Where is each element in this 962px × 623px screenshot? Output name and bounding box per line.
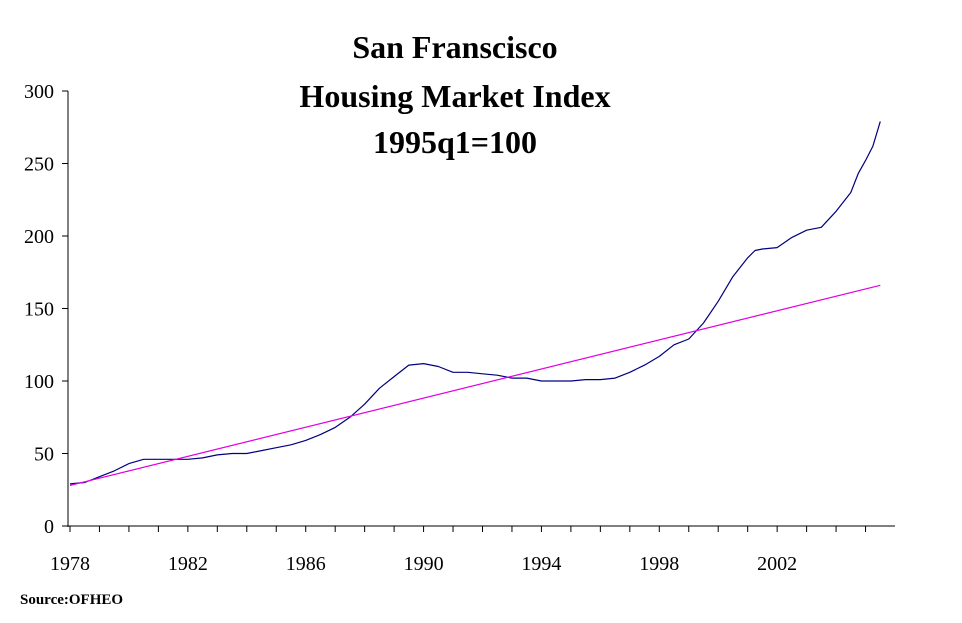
x-tick-label: 1986 bbox=[286, 553, 326, 575]
x-axis-ticks: 1978 1982 1986 1990 1994 1998 2002 bbox=[50, 526, 867, 575]
x-tick-label: 1994 bbox=[521, 553, 561, 575]
title-line-1: San Franscisco bbox=[352, 29, 557, 65]
x-tick-label: 2002 bbox=[757, 553, 797, 575]
x-tick-label: 1982 bbox=[168, 553, 208, 575]
title-line-2: Housing Market Index bbox=[299, 78, 610, 114]
y-tick-label: 50 bbox=[34, 444, 54, 466]
y-tick-label: 200 bbox=[24, 226, 54, 248]
y-axis-ticks: 0 50 100 150 200 250 300 bbox=[24, 81, 68, 538]
y-tick-label: 250 bbox=[24, 154, 54, 176]
y-tick-label: 150 bbox=[24, 299, 54, 321]
series-layer bbox=[69, 121, 881, 486]
y-tick-label: 0 bbox=[44, 516, 54, 538]
y-tick-label: 100 bbox=[24, 371, 54, 393]
title-line-3: 1995q1=100 bbox=[373, 124, 537, 160]
chart-title: San Franscisco Housing Market Index 1995… bbox=[299, 29, 610, 160]
x-tick-label: 1990 bbox=[404, 553, 444, 575]
series-line-trend bbox=[69, 284, 881, 486]
y-tick-label: 300 bbox=[24, 81, 54, 103]
x-tick-label: 1978 bbox=[50, 553, 90, 575]
x-tick-label: 1998 bbox=[639, 553, 679, 575]
source-note: Source:OFHEO bbox=[20, 592, 124, 608]
series-line-index bbox=[69, 121, 881, 485]
